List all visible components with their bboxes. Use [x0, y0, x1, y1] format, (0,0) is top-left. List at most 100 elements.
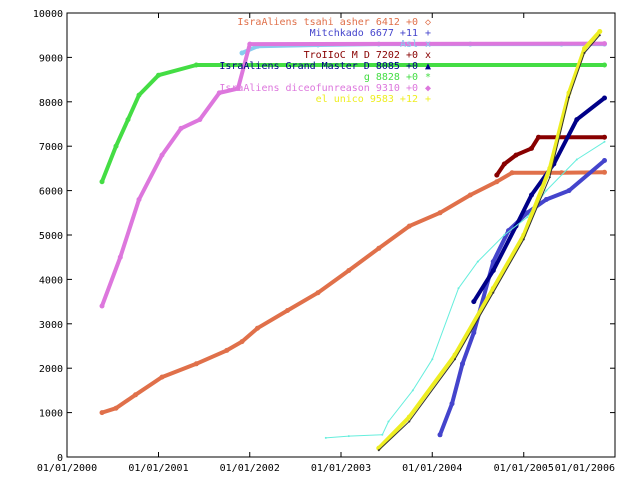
y-tick-label: 0	[57, 453, 63, 464]
series-line	[325, 141, 605, 439]
y-tick-label: 3000	[39, 320, 63, 331]
data-point	[193, 62, 199, 68]
data-point	[566, 188, 572, 194]
x-tick-label: 01/01/2001	[128, 463, 188, 474]
data-point	[347, 435, 350, 438]
series-line	[100, 63, 605, 183]
legend-entry: el unico 9583 +12	[316, 94, 418, 105]
legend-entry: IsraAliens Grand Master D 8085 +0	[219, 61, 418, 72]
data-point	[99, 179, 105, 185]
data-point	[346, 268, 352, 273]
data-point	[156, 72, 161, 78]
data-point	[467, 192, 473, 198]
data-point	[437, 210, 443, 216]
data-point	[602, 169, 607, 175]
data-point	[457, 287, 460, 290]
data-point	[113, 143, 119, 149]
data-point	[159, 152, 165, 158]
data-point	[526, 216, 529, 219]
series-thin	[377, 34, 601, 452]
data-point	[125, 117, 131, 123]
legend-marker: +	[425, 28, 431, 39]
data-point	[460, 361, 465, 367]
data-point	[324, 436, 327, 439]
y-tick-label: 4000	[39, 275, 63, 286]
data-point	[159, 374, 165, 380]
legend-entry: TroIIoC M D 7202 +0	[304, 50, 418, 61]
y-tick-label: 6000	[39, 187, 63, 198]
data-point	[529, 145, 534, 151]
data-point	[285, 308, 290, 313]
series-layer	[99, 29, 607, 452]
data-point	[411, 389, 414, 392]
x-tick-label: 01/01/2000	[37, 463, 97, 474]
x-tick-label: 01/01/2006	[555, 463, 615, 474]
data-point	[376, 62, 382, 68]
y-tick-label: 9000	[39, 53, 63, 64]
data-point	[406, 223, 412, 229]
y-tick-label: 1000	[39, 409, 63, 420]
data-point	[178, 125, 184, 131]
data-point	[548, 176, 551, 179]
data-point	[513, 152, 519, 158]
legend-marker: *	[425, 72, 431, 83]
data-point	[224, 347, 230, 353]
data-point	[387, 420, 390, 423]
data-point	[583, 52, 586, 54]
y-tick-label: 10000	[33, 9, 63, 20]
data-point	[602, 158, 607, 163]
legend-marker: x	[425, 50, 431, 61]
x-axis: 01/01/2000 01/01/2001 01/01/2002 01/01/2003…	[37, 13, 616, 474]
data-point	[522, 238, 525, 241]
data-point	[136, 92, 142, 98]
data-point	[492, 291, 495, 294]
data-point	[602, 95, 607, 101]
data-point	[239, 339, 245, 345]
data-point	[381, 433, 384, 436]
data-point	[524, 210, 530, 216]
y-tick-label: 5000	[39, 231, 63, 242]
data-point	[197, 117, 203, 123]
data-point	[494, 172, 500, 178]
data-point	[529, 192, 534, 198]
data-point	[247, 41, 253, 47]
series-line	[438, 158, 606, 436]
series-line	[101, 170, 605, 415]
data-point	[133, 392, 138, 398]
data-point	[543, 197, 549, 202]
data-point	[376, 245, 382, 251]
data-point	[255, 325, 260, 331]
data-point	[597, 29, 603, 34]
data-point	[315, 290, 321, 296]
series-troiioc	[494, 134, 607, 178]
data-point	[545, 189, 548, 192]
data-point	[547, 165, 553, 171]
data-point	[602, 134, 607, 140]
x-tick-label: 01/01/2003	[311, 463, 371, 474]
x-tick-label: 01/01/2005	[494, 463, 554, 474]
data-point	[506, 228, 511, 234]
data-point	[377, 449, 380, 452]
legend-marker: +	[425, 94, 431, 105]
series-israaliens-grand-master-d	[471, 95, 607, 305]
series-line	[100, 41, 605, 307]
x-tick-label: 01/01/2002	[220, 463, 280, 474]
data-point	[437, 432, 443, 438]
data-point	[582, 46, 587, 51]
data-point	[476, 260, 479, 263]
data-point	[536, 134, 541, 140]
data-point	[603, 140, 606, 143]
x-tick-label: 01/01/2004	[402, 463, 462, 474]
legend: IsraAliens tsahi asher 6412 +0 ◇ Mitchkado…	[219, 17, 431, 105]
data-point	[99, 303, 105, 309]
data-point	[471, 299, 477, 305]
legend-entry: IsraAliens diceofunreason 9310 +0	[219, 83, 418, 94]
data-point	[113, 405, 119, 411]
data-point	[503, 234, 506, 236]
legend-marker: ◆	[425, 83, 431, 94]
data-point	[235, 86, 241, 91]
data-point	[193, 361, 199, 367]
data-point	[239, 50, 245, 56]
legend-marker: ▲	[425, 61, 431, 72]
data-point	[431, 358, 434, 361]
